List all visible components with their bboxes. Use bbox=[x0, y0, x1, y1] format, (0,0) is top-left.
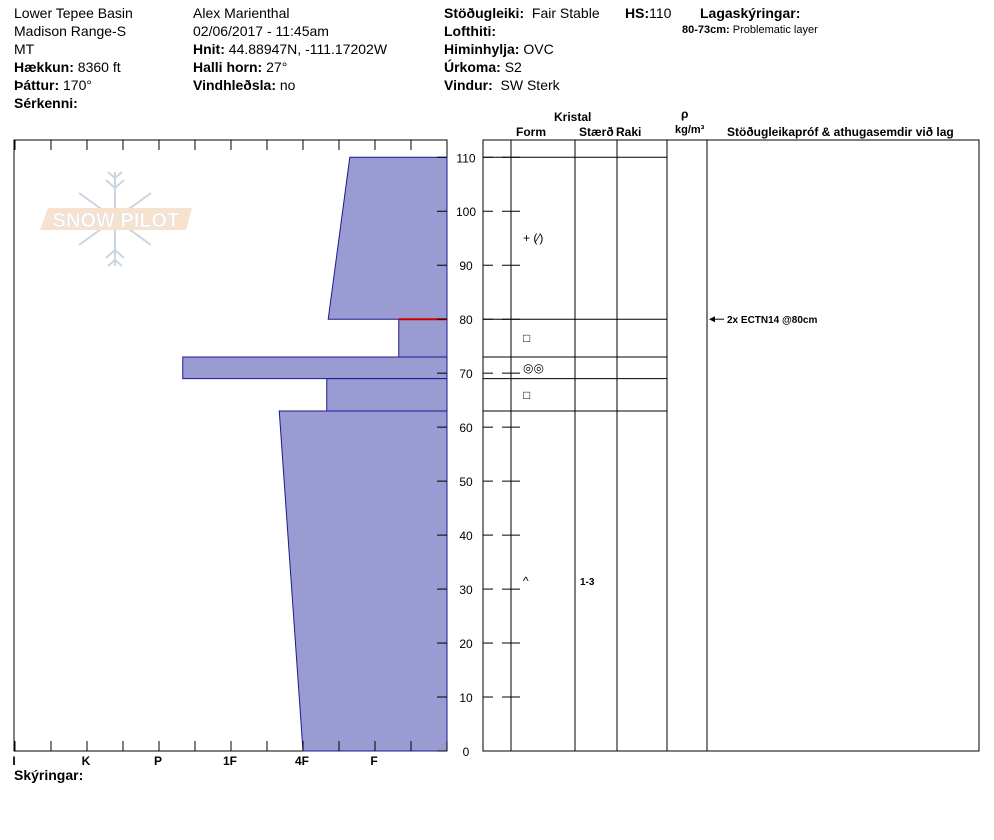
crystal-form-symbol: □ bbox=[523, 331, 530, 345]
stability-value: Fair Stable bbox=[531, 5, 600, 21]
wind-loading-value: no bbox=[279, 77, 296, 93]
hardness-bars bbox=[182, 156, 448, 752]
height-tick-label: 50 bbox=[459, 475, 473, 489]
layer-note-range: 80-73cm: bbox=[682, 24, 730, 36]
observer-name: Alex Marienthal bbox=[193, 5, 290, 21]
coords-label: Hnit: bbox=[193, 41, 225, 57]
legend-label: Skýringar: bbox=[14, 767, 84, 783]
layer-table-frame bbox=[482, 139, 980, 752]
precip-value: S2 bbox=[504, 59, 522, 75]
stability-row: Stöðugleiki: Fair Stable bbox=[444, 5, 600, 21]
hs-value: 110 bbox=[649, 5, 672, 21]
height-tick-label: 60 bbox=[459, 421, 473, 435]
hardness-layer-1 bbox=[327, 156, 448, 320]
crystal-form-symbol: ^ bbox=[523, 574, 529, 588]
slope-row: Halli horn: 27° bbox=[193, 59, 287, 75]
elevation-row: Hækkun: 8360 ft bbox=[14, 59, 121, 75]
layer-note: 80-73cm: Problematic layer bbox=[682, 24, 818, 36]
hardness-tick-label: F bbox=[370, 754, 377, 768]
height-tick-label: 70 bbox=[459, 367, 473, 381]
coords-row: Hnit: 44.88947N, -111.17202W bbox=[193, 41, 387, 57]
aspect-row: Þáttur: 170° bbox=[14, 77, 92, 93]
crystal-marks: + (⁄) □ ◎◎ □ ^ 1-3 bbox=[523, 231, 595, 588]
state-name: MT bbox=[14, 41, 35, 57]
coords-value: 44.88947N, -111.17202W bbox=[228, 41, 388, 57]
logo-banner bbox=[40, 208, 192, 230]
wind-label: Vindur: bbox=[444, 77, 493, 93]
hardness-tick-label: 4F bbox=[295, 754, 309, 768]
size-header: Stærð bbox=[579, 125, 614, 139]
slope-value: 27° bbox=[266, 59, 288, 75]
crystal-form-symbol: ◎◎ bbox=[523, 361, 544, 375]
height-tick-label: 10 bbox=[459, 691, 473, 705]
aspect-label: Þáttur: bbox=[14, 77, 60, 93]
sky-label: Himinhylja: bbox=[444, 41, 520, 57]
test-result-label: 2x ECTN14 @80cm bbox=[727, 315, 817, 326]
height-tick-label: 0 bbox=[463, 745, 470, 759]
hs-row: HS:110 bbox=[625, 5, 671, 21]
wind-loading-label: Vindhleðsla: bbox=[193, 77, 276, 93]
height-tick-label: 80 bbox=[459, 313, 473, 327]
hs-label: HS: bbox=[625, 5, 650, 21]
sky-row: Himinhylja: OVC bbox=[444, 41, 554, 57]
observation-datetime: 02/06/2017 - 11:45am bbox=[193, 23, 329, 39]
layer-notes-label: Lagaskýringar: bbox=[700, 5, 801, 21]
crystal-header: Kristal bbox=[554, 110, 592, 124]
tests-header: Stöðugleikapróf & athugasemdir við lag bbox=[727, 125, 954, 139]
wind-loading-row: Vindhleðsla: no bbox=[193, 77, 295, 93]
hardness-layer-3 bbox=[182, 356, 448, 380]
hardness-tick-label: 1F bbox=[223, 754, 237, 768]
air-temp-label: Lofthiti: bbox=[444, 23, 497, 39]
elevation-value: 8360 ft bbox=[77, 59, 121, 75]
height-tick-label: 40 bbox=[459, 529, 473, 543]
precip-row: Úrkoma: S2 bbox=[444, 59, 522, 75]
range-name: Madison Range-S bbox=[14, 23, 127, 39]
height-tick-label: 110 bbox=[456, 151, 475, 165]
aspect-value: 170° bbox=[63, 77, 92, 93]
hardness-layer-4 bbox=[326, 378, 448, 412]
hardness-tick-label: P bbox=[154, 754, 162, 768]
density-unit-header: kg/m³ bbox=[675, 124, 705, 136]
form-header: Form bbox=[516, 125, 546, 139]
height-tick-label: 100 bbox=[456, 205, 476, 219]
wind-value: SW Sterk bbox=[500, 77, 560, 93]
elevation-label: Hækkun: bbox=[14, 59, 74, 75]
layer-note-text: Problematic layer bbox=[732, 24, 818, 36]
crystal-size-value: 1-3 bbox=[580, 577, 595, 588]
slope-label: Halli horn: bbox=[193, 59, 263, 75]
crystal-form-symbol: □ bbox=[523, 388, 530, 402]
location-name: Lower Tepee Basin bbox=[14, 5, 133, 21]
stability-label: Stöðugleiki: bbox=[444, 5, 525, 21]
snowpilot-logo: SNOW PILOT bbox=[40, 171, 192, 267]
height-tick-label: 90 bbox=[459, 259, 473, 273]
precip-label: Úrkoma: bbox=[444, 59, 501, 75]
test-pointer-arrow bbox=[709, 316, 715, 323]
rho-header: ρ bbox=[681, 107, 689, 121]
hardness-layer-2 bbox=[398, 318, 448, 358]
hardness-layer-5 bbox=[278, 410, 448, 752]
sky-value: OVC bbox=[523, 41, 554, 57]
height-axis: 0 10 20 30 40 50 60 70 80 90 100 110 bbox=[437, 151, 520, 759]
test-marks: 2x ECTN14 @80cm bbox=[709, 315, 817, 326]
height-tick-label: 20 bbox=[459, 637, 473, 651]
layer-table-grid bbox=[483, 140, 708, 751]
height-tick-label: 30 bbox=[459, 583, 473, 597]
hardness-tick-label: K bbox=[82, 754, 91, 768]
hardness-axis: I K P 1F 4F F bbox=[12, 140, 448, 768]
features-label: Sérkenni: bbox=[14, 95, 78, 111]
crystal-form-symbol: + (⁄) bbox=[523, 231, 543, 245]
moisture-header: Raki bbox=[616, 125, 642, 139]
wind-row: Vindur: SW Sterk bbox=[444, 77, 560, 93]
hardness-tick-label: I bbox=[12, 754, 15, 768]
logo-text: SNOW PILOT bbox=[53, 210, 180, 232]
